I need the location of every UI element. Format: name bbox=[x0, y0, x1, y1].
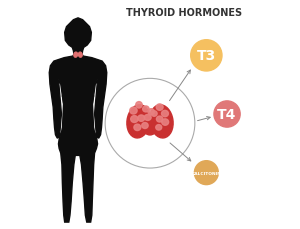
Ellipse shape bbox=[162, 119, 169, 126]
Text: THYROID HORMONES: THYROID HORMONES bbox=[126, 8, 243, 18]
Text: CALCITONIN: CALCITONIN bbox=[191, 171, 221, 175]
Circle shape bbox=[194, 161, 218, 185]
Ellipse shape bbox=[138, 115, 145, 122]
Ellipse shape bbox=[161, 111, 168, 117]
Ellipse shape bbox=[150, 105, 173, 138]
Circle shape bbox=[191, 41, 222, 72]
Ellipse shape bbox=[136, 102, 142, 109]
Polygon shape bbox=[61, 80, 95, 144]
Ellipse shape bbox=[74, 53, 78, 58]
Circle shape bbox=[214, 101, 240, 128]
Ellipse shape bbox=[127, 105, 150, 138]
Text: T4: T4 bbox=[218, 108, 237, 121]
Ellipse shape bbox=[156, 117, 163, 123]
Ellipse shape bbox=[142, 106, 149, 112]
Ellipse shape bbox=[142, 123, 148, 129]
Ellipse shape bbox=[156, 104, 163, 111]
Ellipse shape bbox=[156, 125, 162, 131]
Ellipse shape bbox=[148, 109, 154, 115]
Ellipse shape bbox=[144, 126, 156, 135]
Ellipse shape bbox=[130, 108, 137, 114]
Ellipse shape bbox=[151, 111, 157, 117]
Text: T3: T3 bbox=[197, 49, 216, 63]
Circle shape bbox=[105, 79, 195, 168]
Ellipse shape bbox=[131, 116, 138, 123]
Ellipse shape bbox=[144, 115, 151, 121]
Ellipse shape bbox=[78, 53, 82, 58]
Polygon shape bbox=[49, 19, 107, 222]
Ellipse shape bbox=[134, 125, 141, 131]
